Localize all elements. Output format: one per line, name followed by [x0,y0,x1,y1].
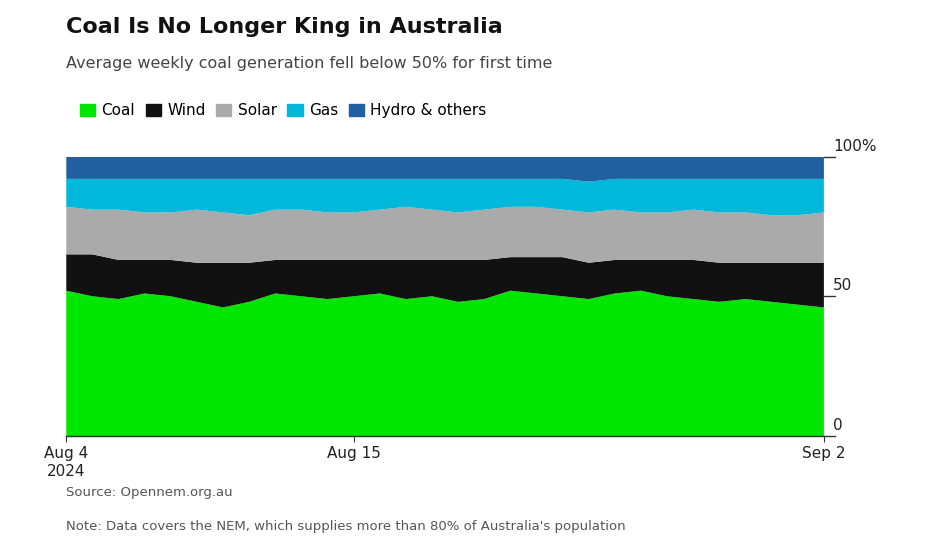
Text: Note: Data covers the NEM, which supplies more than 80% of Australia's populatio: Note: Data covers the NEM, which supplie… [66,520,626,533]
Legend: Coal, Wind, Solar, Gas, Hydro & others: Coal, Wind, Solar, Gas, Hydro & others [74,97,492,124]
Text: 50: 50 [833,278,852,293]
Text: 0: 0 [833,418,843,433]
Text: Average weekly coal generation fell below 50% for first time: Average weekly coal generation fell belo… [66,56,553,71]
Text: Coal Is No Longer King in Australia: Coal Is No Longer King in Australia [66,17,503,37]
Text: 100%: 100% [833,139,877,154]
Text: Source: Opennem.org.au: Source: Opennem.org.au [66,486,233,499]
